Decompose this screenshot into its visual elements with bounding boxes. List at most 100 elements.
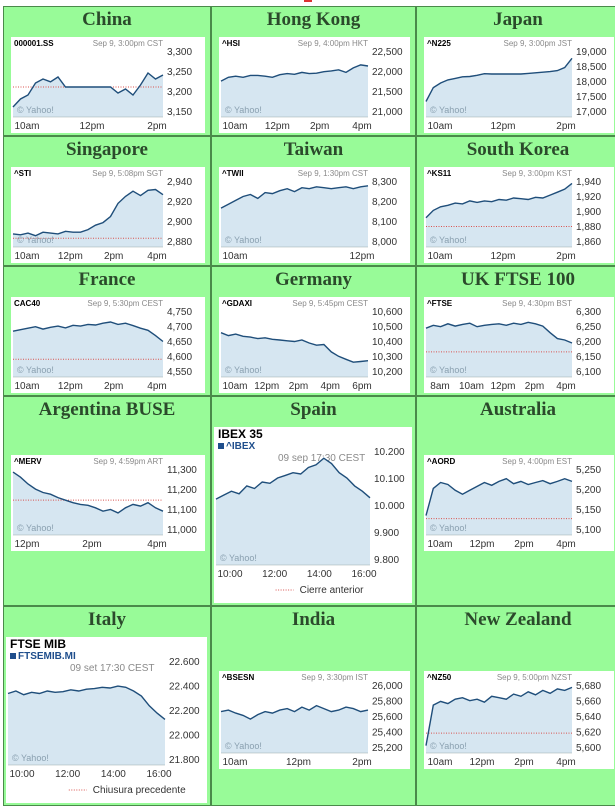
index-chart[interactable]: IBEX 35 ^IBEX 09 sep 17:30 CEST 10.200 10.10…: [214, 427, 412, 603]
index-timestamp: 09 set 17:30 CEST: [70, 663, 155, 674]
x-tick-label: 2pm: [556, 251, 575, 262]
y-tick-label: 25,400: [372, 728, 403, 739]
x-tick-label: 4pm: [147, 381, 166, 392]
index-chart[interactable]: 000001.SS Sep 9, 3:00pm CST 3,300 3,250 3,20…: [11, 37, 205, 133]
x-tick-label: 2pm: [352, 757, 371, 768]
price-line: [425, 477, 573, 516]
area-fill: [221, 64, 368, 117]
x-tick-label: 10am: [222, 381, 247, 392]
y-tick-label: 10.000: [374, 501, 405, 512]
index-symbol: ^BSESN: [222, 673, 254, 682]
y-tick-label: 4,650: [167, 337, 192, 348]
y-tick-label: 8,000: [372, 237, 397, 248]
series-marker: [10, 653, 16, 659]
area-fill: [221, 332, 368, 377]
area-fill: [8, 686, 165, 765]
price-line: [215, 457, 371, 500]
price-line: [12, 188, 164, 237]
y-tick-label: 25,600: [372, 712, 403, 723]
index-chart[interactable]: ^MERV Sep 9, 4:59pm ART 11,300 11,200 11,100…: [11, 455, 205, 551]
y-tick-label: 8,100: [372, 217, 397, 228]
market-title: Australia: [480, 399, 556, 420]
index-chart[interactable]: ^GDAXI Sep 9, 5:45pm CEST 10,600 10,500 10,4…: [219, 297, 410, 393]
y-tick-label: 4,750: [167, 307, 192, 318]
area-fill: [216, 458, 370, 565]
index-symbol: ^GDAXI: [222, 299, 252, 308]
x-tick-label: 2pm: [514, 757, 533, 768]
index-chart[interactable]: ^TWII Sep 9, 1:30pm CST 8,300 8,200 8,100 8,0…: [219, 167, 410, 263]
market-cell-spain: Spain IBEX 35 ^IBEX 09 sep 17:30 CEST 10.200…: [211, 396, 416, 606]
index-timestamp: Sep 9, 5:00pm NZST: [497, 673, 572, 682]
y-tick-label: 5,150: [576, 505, 601, 516]
index-chart[interactable]: ^NZ50 Sep 9, 5:00pm NZST 5,680 5,660 5,640 5,…: [424, 671, 614, 769]
y-tick-label: 3,200: [167, 87, 192, 98]
x-tick-label: 2pm: [525, 381, 544, 392]
index-chart[interactable]: ^STI Sep 9, 5:08pm SGT 2,940 2,920 2,900 2,88…: [11, 167, 205, 263]
y-tick-label: 22.400: [169, 682, 200, 693]
area-fill: [13, 73, 163, 117]
y-tick-label: 17,500: [576, 92, 607, 103]
index-timestamp: Sep 9, 3:00pm KST: [502, 169, 572, 178]
index-chart[interactable]: ^BSESN Sep 9, 3:30pm IST 26,000 25,800 25,60…: [219, 671, 410, 769]
market-title: China: [82, 9, 132, 30]
x-tick-label: 4pm: [556, 757, 575, 768]
index-timestamp: Sep 9, 3:00pm JST: [504, 39, 573, 48]
x-tick-label: 2pm: [147, 121, 166, 132]
y-tick-label: 5,660: [576, 697, 601, 708]
market-cell-germany: Germany ^GDAXI Sep 9, 5:45pm CEST 10,600 10,…: [211, 266, 416, 396]
chart-svg: IBEX 35^IBEX 09 sep 17:30 CEST 10.200 10.10…: [215, 427, 405, 596]
x-tick-label: 12pm: [58, 381, 83, 392]
index-chart[interactable]: CAC40 Sep 9, 5:30pm CEST 4,750 4,700 4,650 4,…: [11, 297, 205, 393]
index-symbol: ^KS11: [427, 169, 452, 178]
price-line: [220, 64, 369, 82]
index-timestamp: Sep 9, 4:00pm HKT: [298, 39, 368, 48]
x-tick-label: 6pm: [352, 381, 371, 392]
y-tick-label: 10,600: [372, 307, 403, 318]
market-cell-hong-kong: Hong Kong ^HSI Sep 9, 4:00pm HKT 22,500 22,0…: [211, 6, 416, 136]
market-title: Spain: [290, 399, 337, 420]
chart-svg: ^AORD Sep 9, 4:00pm EST 5,250 5,200 5,150 5,1…: [425, 457, 601, 550]
market-cell-italy: Italy FTSE MIB FTSEMIB.MI 09 set 17:30 CEST…: [3, 606, 211, 806]
x-tick-label: 4pm: [352, 121, 371, 132]
chart-svg: ^GDAXI Sep 9, 5:45pm CEST 10,600 10,500 10,4…: [220, 299, 403, 392]
y-tick-label: 11,200: [167, 485, 197, 496]
chart-svg: 000001.SS Sep 9, 3:00pm CST 3,300 3,250 3,20…: [12, 39, 192, 132]
yahoo-watermark: © Yahoo!: [430, 235, 467, 245]
market-title: Taiwan: [283, 139, 344, 160]
y-tick-label: 22.000: [169, 731, 200, 742]
y-tick-label: 4,600: [167, 352, 192, 363]
market-title: South Korea: [466, 139, 570, 160]
x-tick-label: 4pm: [556, 381, 575, 392]
price-line: [220, 332, 369, 363]
yahoo-watermark: © Yahoo!: [430, 365, 467, 375]
yahoo-watermark: © Yahoo!: [225, 105, 262, 115]
x-tick-label: 16:00: [351, 569, 376, 580]
index-chart[interactable]: ^N225 Sep 9, 3:00pm JST 19,000 18,500 18,000…: [424, 37, 614, 133]
market-cell-india: India ^BSESN Sep 9, 3:30pm IST 26,000 25,800…: [211, 606, 416, 806]
y-tick-label: 8,300: [372, 177, 397, 188]
y-tick-label: 8,200: [372, 197, 397, 208]
index-symbol: ^HSI: [222, 39, 240, 48]
index-chart[interactable]: ^FTSE Sep 9, 4:30pm BST 6,300 6,250 6,200 6,1…: [424, 297, 614, 393]
y-tick-label: 10,300: [372, 352, 403, 363]
index-symbol: IBEX 35: [218, 427, 263, 441]
x-tick-label: 12pm: [490, 121, 515, 132]
x-tick-label: 10am: [222, 251, 247, 262]
y-tick-label: 9.800: [374, 555, 399, 566]
y-tick-label: 22.600: [169, 657, 200, 668]
market-title: Argentina BUSE: [38, 399, 176, 420]
yahoo-watermark: © Yahoo!: [225, 741, 262, 751]
y-tick-label: 10.100: [374, 474, 405, 485]
yahoo-watermark: © Yahoo!: [12, 753, 49, 763]
x-tick-label: 12pm: [286, 757, 311, 768]
index-chart[interactable]: ^KS11 Sep 9, 3:00pm KST 1,940 1,920 1,900 1,8…: [424, 167, 614, 263]
y-tick-label: 6,300: [576, 307, 601, 318]
index-timestamp: Sep 9, 1:30pm CST: [298, 169, 368, 178]
market-title: Japan: [493, 9, 543, 30]
x-tick-label: 12pm: [469, 757, 494, 768]
x-tick-label: 12pm: [58, 251, 83, 262]
market-cell-new-zealand: New Zealand ^NZ50 Sep 9, 5:00pm NZST 5,680 5…: [416, 606, 615, 806]
index-chart[interactable]: ^AORD Sep 9, 4:00pm EST 5,250 5,200 5,150 5,1…: [424, 455, 614, 551]
index-chart[interactable]: ^HSI Sep 9, 4:00pm HKT 22,500 22,000 21,500 2…: [219, 37, 410, 133]
index-chart[interactable]: FTSE MIB FTSEMIB.MI 09 set 17:30 CEST 22.60…: [6, 637, 207, 803]
